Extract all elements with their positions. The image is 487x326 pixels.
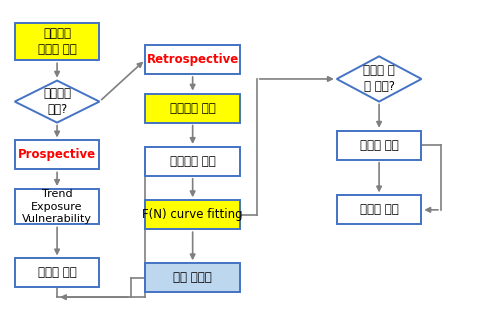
FancyBboxPatch shape (15, 258, 99, 288)
Text: 재해유형
데이터 조사: 재해유형 데이터 조사 (37, 27, 76, 56)
FancyBboxPatch shape (146, 45, 240, 74)
FancyBboxPatch shape (15, 23, 99, 60)
Text: 초과빈도 계산: 초과빈도 계산 (170, 155, 216, 168)
Text: Prospective: Prospective (18, 148, 96, 161)
Text: 국외 데이터: 국외 데이터 (173, 271, 212, 284)
Text: 상대적 비교: 상대적 비교 (360, 203, 398, 216)
FancyBboxPatch shape (15, 189, 99, 224)
FancyBboxPatch shape (337, 131, 421, 160)
Text: Trend
Exposure
Vulnerability: Trend Exposure Vulnerability (22, 189, 92, 224)
Text: Retrospective: Retrospective (147, 53, 239, 66)
FancyBboxPatch shape (146, 147, 240, 176)
FancyBboxPatch shape (146, 200, 240, 229)
Text: 리스크 기
준 존재?: 리스크 기 준 존재? (363, 65, 395, 94)
Polygon shape (15, 81, 99, 123)
Polygon shape (337, 56, 421, 102)
Text: 유형별 모델: 유형별 모델 (37, 266, 76, 279)
FancyBboxPatch shape (146, 94, 240, 123)
FancyBboxPatch shape (15, 141, 99, 170)
Text: 재해자료
존재?: 재해자료 존재? (43, 87, 71, 116)
Text: F(N) curve fitting: F(N) curve fitting (142, 208, 243, 221)
FancyBboxPatch shape (146, 263, 240, 292)
Text: 재해자료 검증: 재해자료 검증 (170, 102, 216, 114)
Text: 절대적 평가: 절대적 평가 (360, 139, 398, 152)
FancyBboxPatch shape (337, 195, 421, 224)
